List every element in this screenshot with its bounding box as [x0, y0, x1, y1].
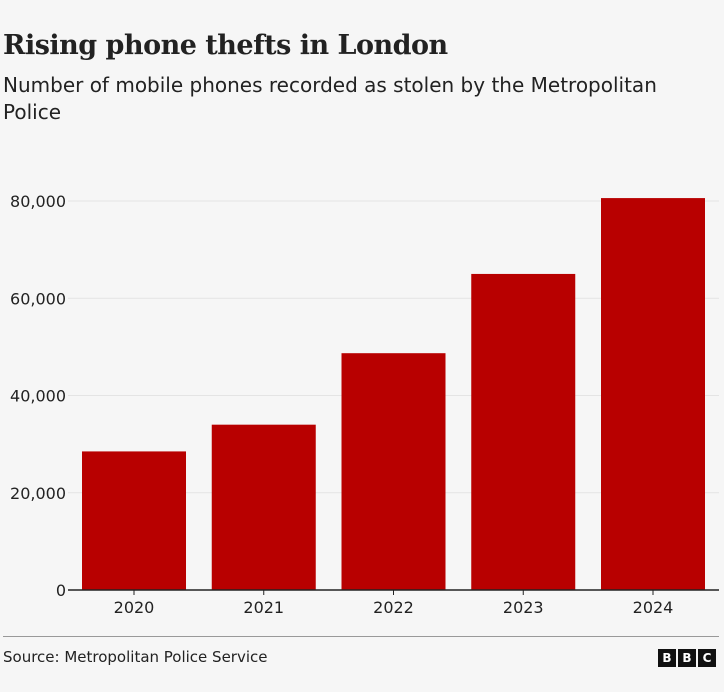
bbc-logo: B B C [658, 649, 716, 667]
y-axis-tick-labels: 0 20,000 40,000 60,000 80,000 [10, 192, 66, 600]
bar-2021 [211, 424, 316, 590]
x-tick-label: 2022 [373, 598, 414, 617]
y-tick-label: 20,000 [10, 484, 66, 503]
source-note: Source: Metropolitan Police Service [3, 648, 268, 666]
logo-block-b1: B [658, 649, 676, 667]
chart-title: Rising phone thefts in London [3, 30, 448, 61]
bar-2024 [601, 198, 705, 590]
logo-block-c: C [698, 649, 716, 667]
x-tick-label: 2023 [503, 598, 544, 617]
logo-block-b2: B [678, 649, 696, 667]
bar-2022 [341, 353, 446, 590]
x-axis-tick-labels: 2020 2021 2022 2023 2024 [114, 590, 674, 617]
y-tick-label: 40,000 [10, 387, 66, 406]
x-tick-label: 2021 [243, 598, 284, 617]
y-tick-label: 80,000 [10, 192, 66, 211]
bars [82, 198, 705, 590]
chart-subtitle: Number of mobile phones recorded as stol… [3, 73, 657, 124]
y-tick-label: 60,000 [10, 289, 66, 308]
footer-divider [3, 636, 719, 637]
x-tick-label: 2024 [633, 598, 674, 617]
x-tick-label: 2020 [114, 598, 155, 617]
bar-2020 [82, 451, 186, 590]
y-tick-label: 0 [56, 581, 66, 600]
bar-2023 [471, 273, 576, 590]
